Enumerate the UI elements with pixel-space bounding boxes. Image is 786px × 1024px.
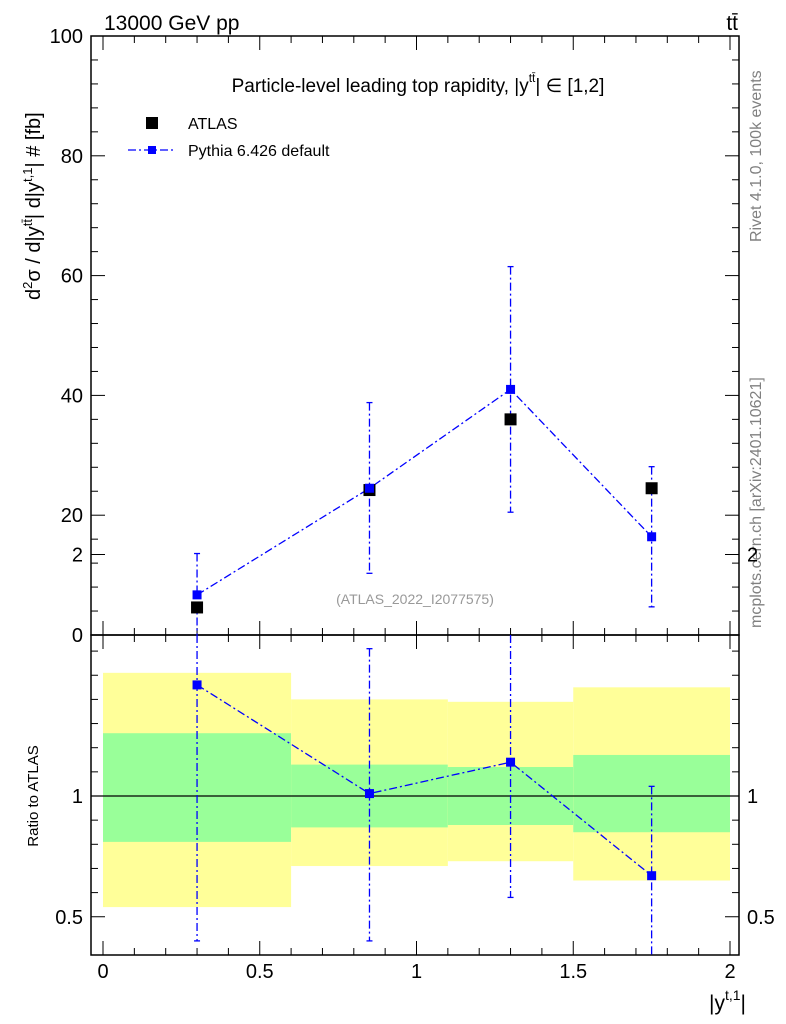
atlas-data-point [504, 413, 517, 426]
mcplots-label: mcplots.cern.ch [arXiv:2401.10621] [748, 377, 765, 628]
main-y-tick-label: 0 [72, 625, 83, 647]
data-marks [191, 265, 658, 955]
chart-title: Particle-level leading top rapidity, |yt… [232, 71, 605, 97]
analysis-watermark: (ATLAS_2022_I2077575) [336, 591, 494, 607]
main-y-tick-label: 60 [61, 266, 83, 288]
x-tick-label: 2 [724, 961, 735, 983]
main-y-tick-label: 100 [50, 26, 83, 48]
legend-data-label: ATLAS [188, 116, 238, 133]
main-y-tick-label: 80 [61, 146, 83, 168]
ratio-y-tick-label-right: 1 [747, 786, 758, 808]
axes: 0 20 40 60 80 100 0 0.5 1 1.5 2 0.5 0.5 1 1 2 2 [50, 26, 775, 983]
ratio-y-tick-label-right: 0.5 [747, 907, 775, 929]
main-y-label: d2σ / d|ytt̄| d|yt,1| # [fb] [20, 112, 45, 300]
x-axis-label: |yt,1| [709, 987, 746, 1015]
ratio-y-tick-label-left: 2 [72, 545, 83, 567]
atlas-data-point [191, 601, 204, 614]
ratio-mc-point [192, 680, 202, 690]
ratio-mc-point [506, 757, 516, 767]
legend-mc-label: Pythia 6.426 default [188, 143, 330, 160]
mc-data-point [364, 483, 374, 493]
ratio-y-tick-label-left: 0.5 [55, 907, 83, 929]
atlas-data-point [645, 482, 658, 495]
ratio-y-label: Ratio to ATLAS [25, 745, 42, 846]
energy-label: 13000 GeV pp [104, 12, 239, 35]
x-tick-label: 0 [97, 961, 108, 983]
legend-mc-marker [148, 146, 156, 154]
ratio-mc-point [364, 789, 374, 799]
x-tick-label: 0.5 [246, 961, 274, 983]
process-label: tt̄ [726, 12, 738, 35]
main-y-tick-label: 20 [61, 505, 83, 527]
ratio-y-tick-label-left: 1 [72, 786, 83, 808]
ratio-y-tick-label-right: 2 [747, 545, 758, 567]
mc-data-point [647, 532, 657, 542]
ratio-mc-line [196, 684, 653, 877]
mc-data-point [506, 384, 516, 394]
ratio-frame [90, 634, 740, 956]
x-tick-label: 1.5 [559, 961, 587, 983]
x-tick-label: 1 [411, 961, 422, 983]
mc-data-point [192, 590, 202, 600]
main-y-tick-label: 40 [61, 385, 83, 407]
ratio-mc-point [647, 871, 657, 881]
legend-data-marker [146, 117, 158, 129]
mc-series-line [196, 388, 653, 596]
rivet-label: Rivet 4.1.0, 100k events [748, 70, 765, 242]
